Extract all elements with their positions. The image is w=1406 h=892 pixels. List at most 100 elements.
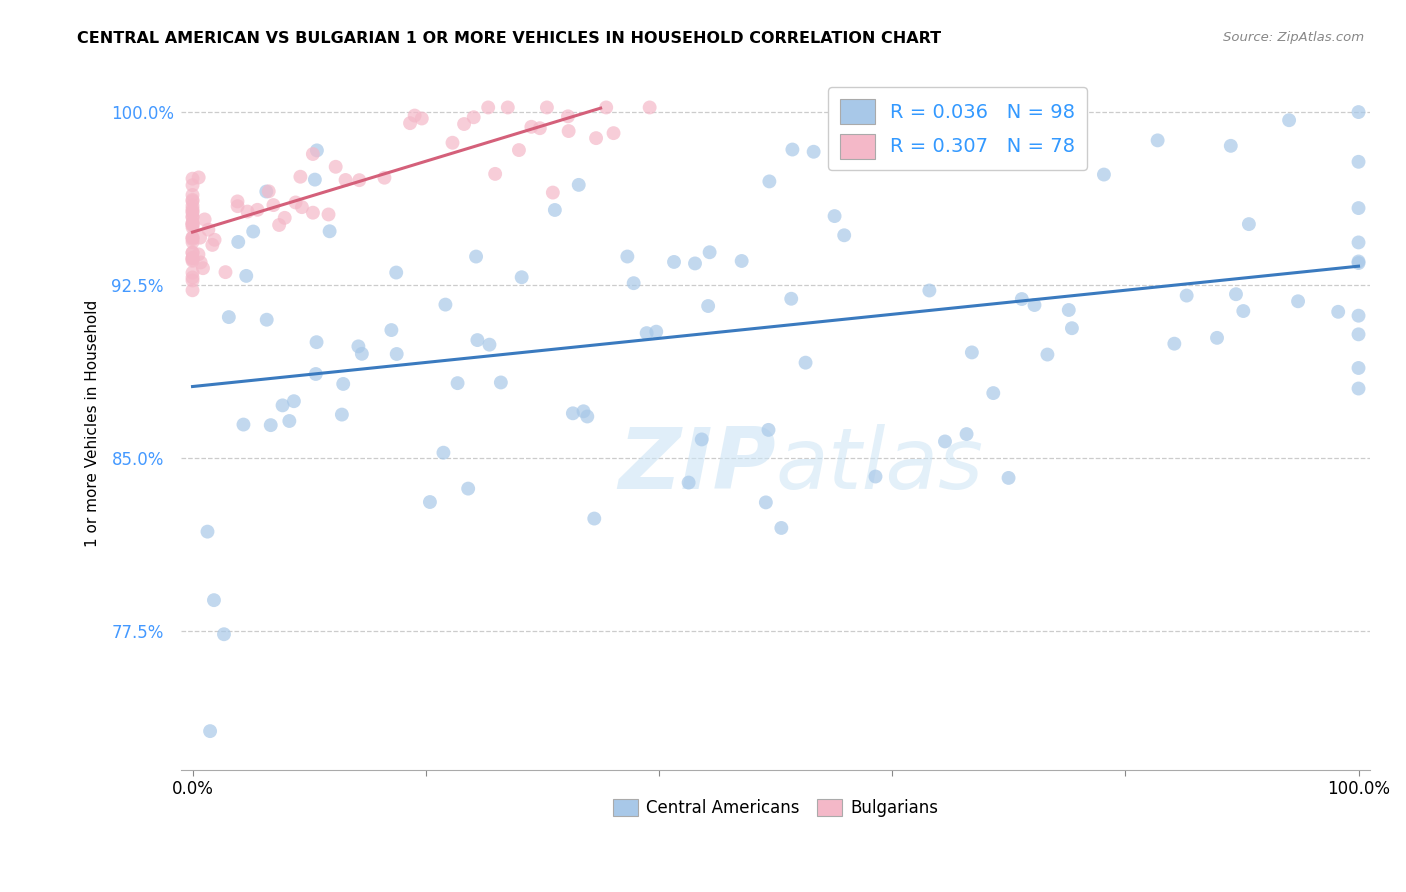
Point <box>226 194 249 209</box>
Point <box>302 205 325 219</box>
Point <box>181 220 204 235</box>
Point <box>181 245 204 260</box>
Point <box>755 495 778 509</box>
Point <box>678 475 700 490</box>
Point <box>181 188 204 202</box>
Point <box>1347 327 1369 342</box>
Point <box>202 593 225 607</box>
Point <box>568 178 591 192</box>
Point <box>262 198 284 212</box>
Point <box>1237 217 1260 231</box>
Point <box>636 326 658 340</box>
Point <box>536 100 558 114</box>
Text: Source: ZipAtlas.com: Source: ZipAtlas.com <box>1223 31 1364 45</box>
Point <box>997 471 1019 485</box>
Point <box>794 356 817 370</box>
Point <box>212 627 235 641</box>
Point <box>181 245 204 260</box>
Point <box>318 224 340 238</box>
Point <box>197 222 219 236</box>
Point <box>399 116 422 130</box>
Point <box>510 270 533 285</box>
Point <box>181 251 204 265</box>
Point <box>335 173 357 187</box>
Point <box>432 446 454 460</box>
Point <box>197 524 219 539</box>
Point <box>181 210 204 224</box>
Point <box>1163 336 1185 351</box>
Point <box>1286 294 1309 309</box>
Point <box>385 347 408 361</box>
Point <box>181 251 204 265</box>
Point <box>181 283 204 297</box>
Point <box>638 100 661 114</box>
Point <box>824 209 846 223</box>
Point <box>955 427 977 442</box>
Point <box>616 250 638 264</box>
Point <box>305 367 328 381</box>
Point <box>1347 382 1369 396</box>
Point <box>1060 321 1083 335</box>
Point <box>780 292 803 306</box>
Point <box>662 255 685 269</box>
Point <box>181 232 204 246</box>
Point <box>419 495 441 509</box>
Point <box>557 124 579 138</box>
Point <box>204 233 226 247</box>
Point <box>214 265 236 279</box>
Point <box>803 145 825 159</box>
Point <box>832 228 855 243</box>
Point <box>236 204 259 219</box>
Point <box>623 276 645 290</box>
Point <box>181 270 204 285</box>
Point <box>1347 309 1369 323</box>
Point <box>325 160 347 174</box>
Text: atlas: atlas <box>776 424 984 507</box>
Point <box>541 186 564 200</box>
Point <box>572 404 595 418</box>
Point <box>411 112 433 126</box>
Point <box>1011 292 1033 306</box>
Point <box>561 406 583 420</box>
Point <box>1347 256 1369 270</box>
Point <box>181 204 204 219</box>
Point <box>318 207 340 221</box>
Point <box>1092 168 1115 182</box>
Point <box>1206 331 1229 345</box>
Point <box>380 323 402 337</box>
Point <box>226 199 249 213</box>
Point <box>595 100 617 114</box>
Point <box>305 144 328 158</box>
Point <box>181 178 204 193</box>
Point <box>198 724 221 739</box>
Point <box>484 167 506 181</box>
Point <box>187 247 209 261</box>
Point <box>187 170 209 185</box>
Point <box>446 376 468 391</box>
Point <box>218 310 240 324</box>
Point <box>1024 298 1046 312</box>
Point <box>257 185 280 199</box>
Point <box>1232 304 1254 318</box>
Point <box>181 253 204 268</box>
Point <box>496 100 519 114</box>
Point <box>181 266 204 280</box>
Point <box>181 273 204 287</box>
Point <box>782 143 804 157</box>
Point <box>934 434 956 449</box>
Point <box>1347 105 1369 120</box>
Point <box>273 211 295 225</box>
Point <box>477 100 499 114</box>
Point <box>181 171 204 186</box>
Point <box>283 394 305 409</box>
Point <box>291 200 314 214</box>
Point <box>1146 133 1168 147</box>
Point <box>332 376 354 391</box>
Point <box>1278 113 1301 128</box>
Point <box>529 121 551 136</box>
Point <box>256 312 278 326</box>
Point <box>181 217 204 231</box>
Point <box>731 254 754 268</box>
Point <box>576 409 599 424</box>
Text: CENTRAL AMERICAN VS BULGARIAN 1 OR MORE VEHICLES IN HOUSEHOLD CORRELATION CHART: CENTRAL AMERICAN VS BULGARIAN 1 OR MORE … <box>77 31 942 46</box>
